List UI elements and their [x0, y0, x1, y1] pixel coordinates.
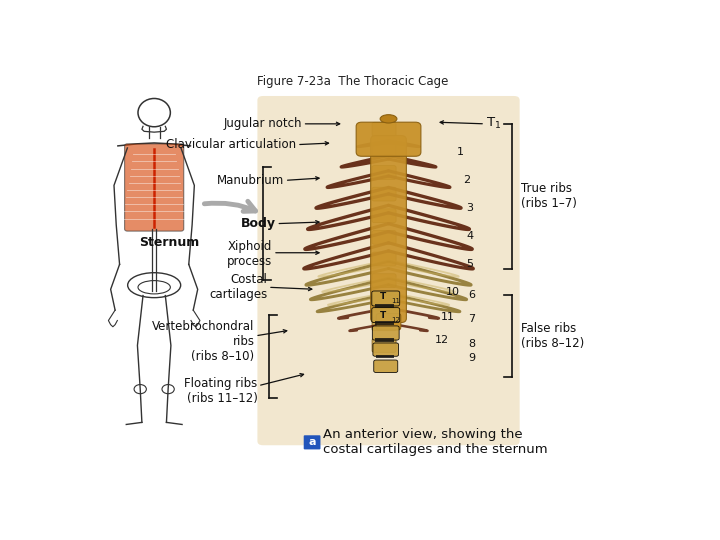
Text: 11: 11 — [441, 312, 454, 322]
Text: Floating ribs
(ribs 11–12): Floating ribs (ribs 11–12) — [184, 377, 258, 405]
Text: 7: 7 — [468, 314, 475, 324]
Text: 4: 4 — [467, 231, 474, 241]
Text: 10: 10 — [446, 287, 460, 297]
Ellipse shape — [380, 114, 397, 123]
FancyBboxPatch shape — [372, 166, 396, 179]
FancyBboxPatch shape — [374, 360, 397, 373]
FancyBboxPatch shape — [374, 321, 395, 325]
Text: An anterior view, showing the
costal cartilages and the sternum: An anterior view, showing the costal car… — [323, 428, 547, 456]
Text: 9: 9 — [468, 353, 475, 363]
Text: T: T — [380, 292, 386, 301]
FancyBboxPatch shape — [372, 295, 396, 309]
Text: Clavicular articulation: Clavicular articulation — [166, 138, 297, 151]
FancyBboxPatch shape — [372, 144, 396, 158]
FancyBboxPatch shape — [371, 136, 406, 322]
Text: 2: 2 — [463, 176, 470, 185]
FancyBboxPatch shape — [373, 343, 399, 356]
FancyBboxPatch shape — [304, 435, 320, 449]
Text: 5: 5 — [467, 259, 474, 269]
FancyBboxPatch shape — [377, 313, 401, 330]
FancyBboxPatch shape — [372, 317, 396, 330]
Text: Costal
cartilages: Costal cartilages — [210, 273, 267, 301]
FancyBboxPatch shape — [372, 291, 400, 306]
Text: 11: 11 — [391, 298, 400, 304]
FancyBboxPatch shape — [372, 339, 396, 352]
Text: Manubrium: Manubrium — [217, 174, 284, 187]
FancyBboxPatch shape — [372, 326, 399, 340]
Text: 1: 1 — [457, 147, 464, 157]
Text: Sternum: Sternum — [139, 237, 199, 249]
FancyBboxPatch shape — [356, 122, 421, 156]
Text: Jugular notch: Jugular notch — [223, 117, 302, 130]
FancyBboxPatch shape — [374, 305, 395, 308]
FancyBboxPatch shape — [372, 252, 396, 266]
FancyBboxPatch shape — [375, 339, 394, 342]
Text: 3: 3 — [467, 203, 474, 213]
Text: Xiphoid
process: Xiphoid process — [228, 240, 272, 268]
Text: False ribs
(ribs 8–12): False ribs (ribs 8–12) — [521, 322, 584, 350]
Text: Vertebrochondral
ribs
(ribs 8–10): Vertebrochondral ribs (ribs 8–10) — [152, 320, 255, 363]
FancyBboxPatch shape — [372, 187, 396, 201]
FancyBboxPatch shape — [372, 308, 400, 322]
FancyBboxPatch shape — [372, 209, 396, 222]
Text: Figure 7-23a  The Thoracic Cage: Figure 7-23a The Thoracic Cage — [256, 75, 448, 88]
FancyBboxPatch shape — [258, 96, 520, 446]
Text: a: a — [308, 437, 316, 447]
FancyBboxPatch shape — [372, 123, 396, 136]
FancyBboxPatch shape — [372, 274, 396, 287]
FancyBboxPatch shape — [372, 231, 396, 244]
Text: 12: 12 — [435, 335, 449, 345]
Text: True ribs
(ribs 1–7): True ribs (ribs 1–7) — [521, 182, 577, 210]
Text: 8: 8 — [468, 339, 475, 349]
Text: 6: 6 — [468, 290, 475, 300]
Text: T$_1$: T$_1$ — [486, 116, 501, 131]
Text: Body: Body — [240, 217, 276, 230]
Text: T: T — [380, 310, 386, 320]
FancyBboxPatch shape — [376, 355, 394, 359]
Text: 12: 12 — [391, 317, 400, 323]
FancyBboxPatch shape — [125, 144, 184, 231]
